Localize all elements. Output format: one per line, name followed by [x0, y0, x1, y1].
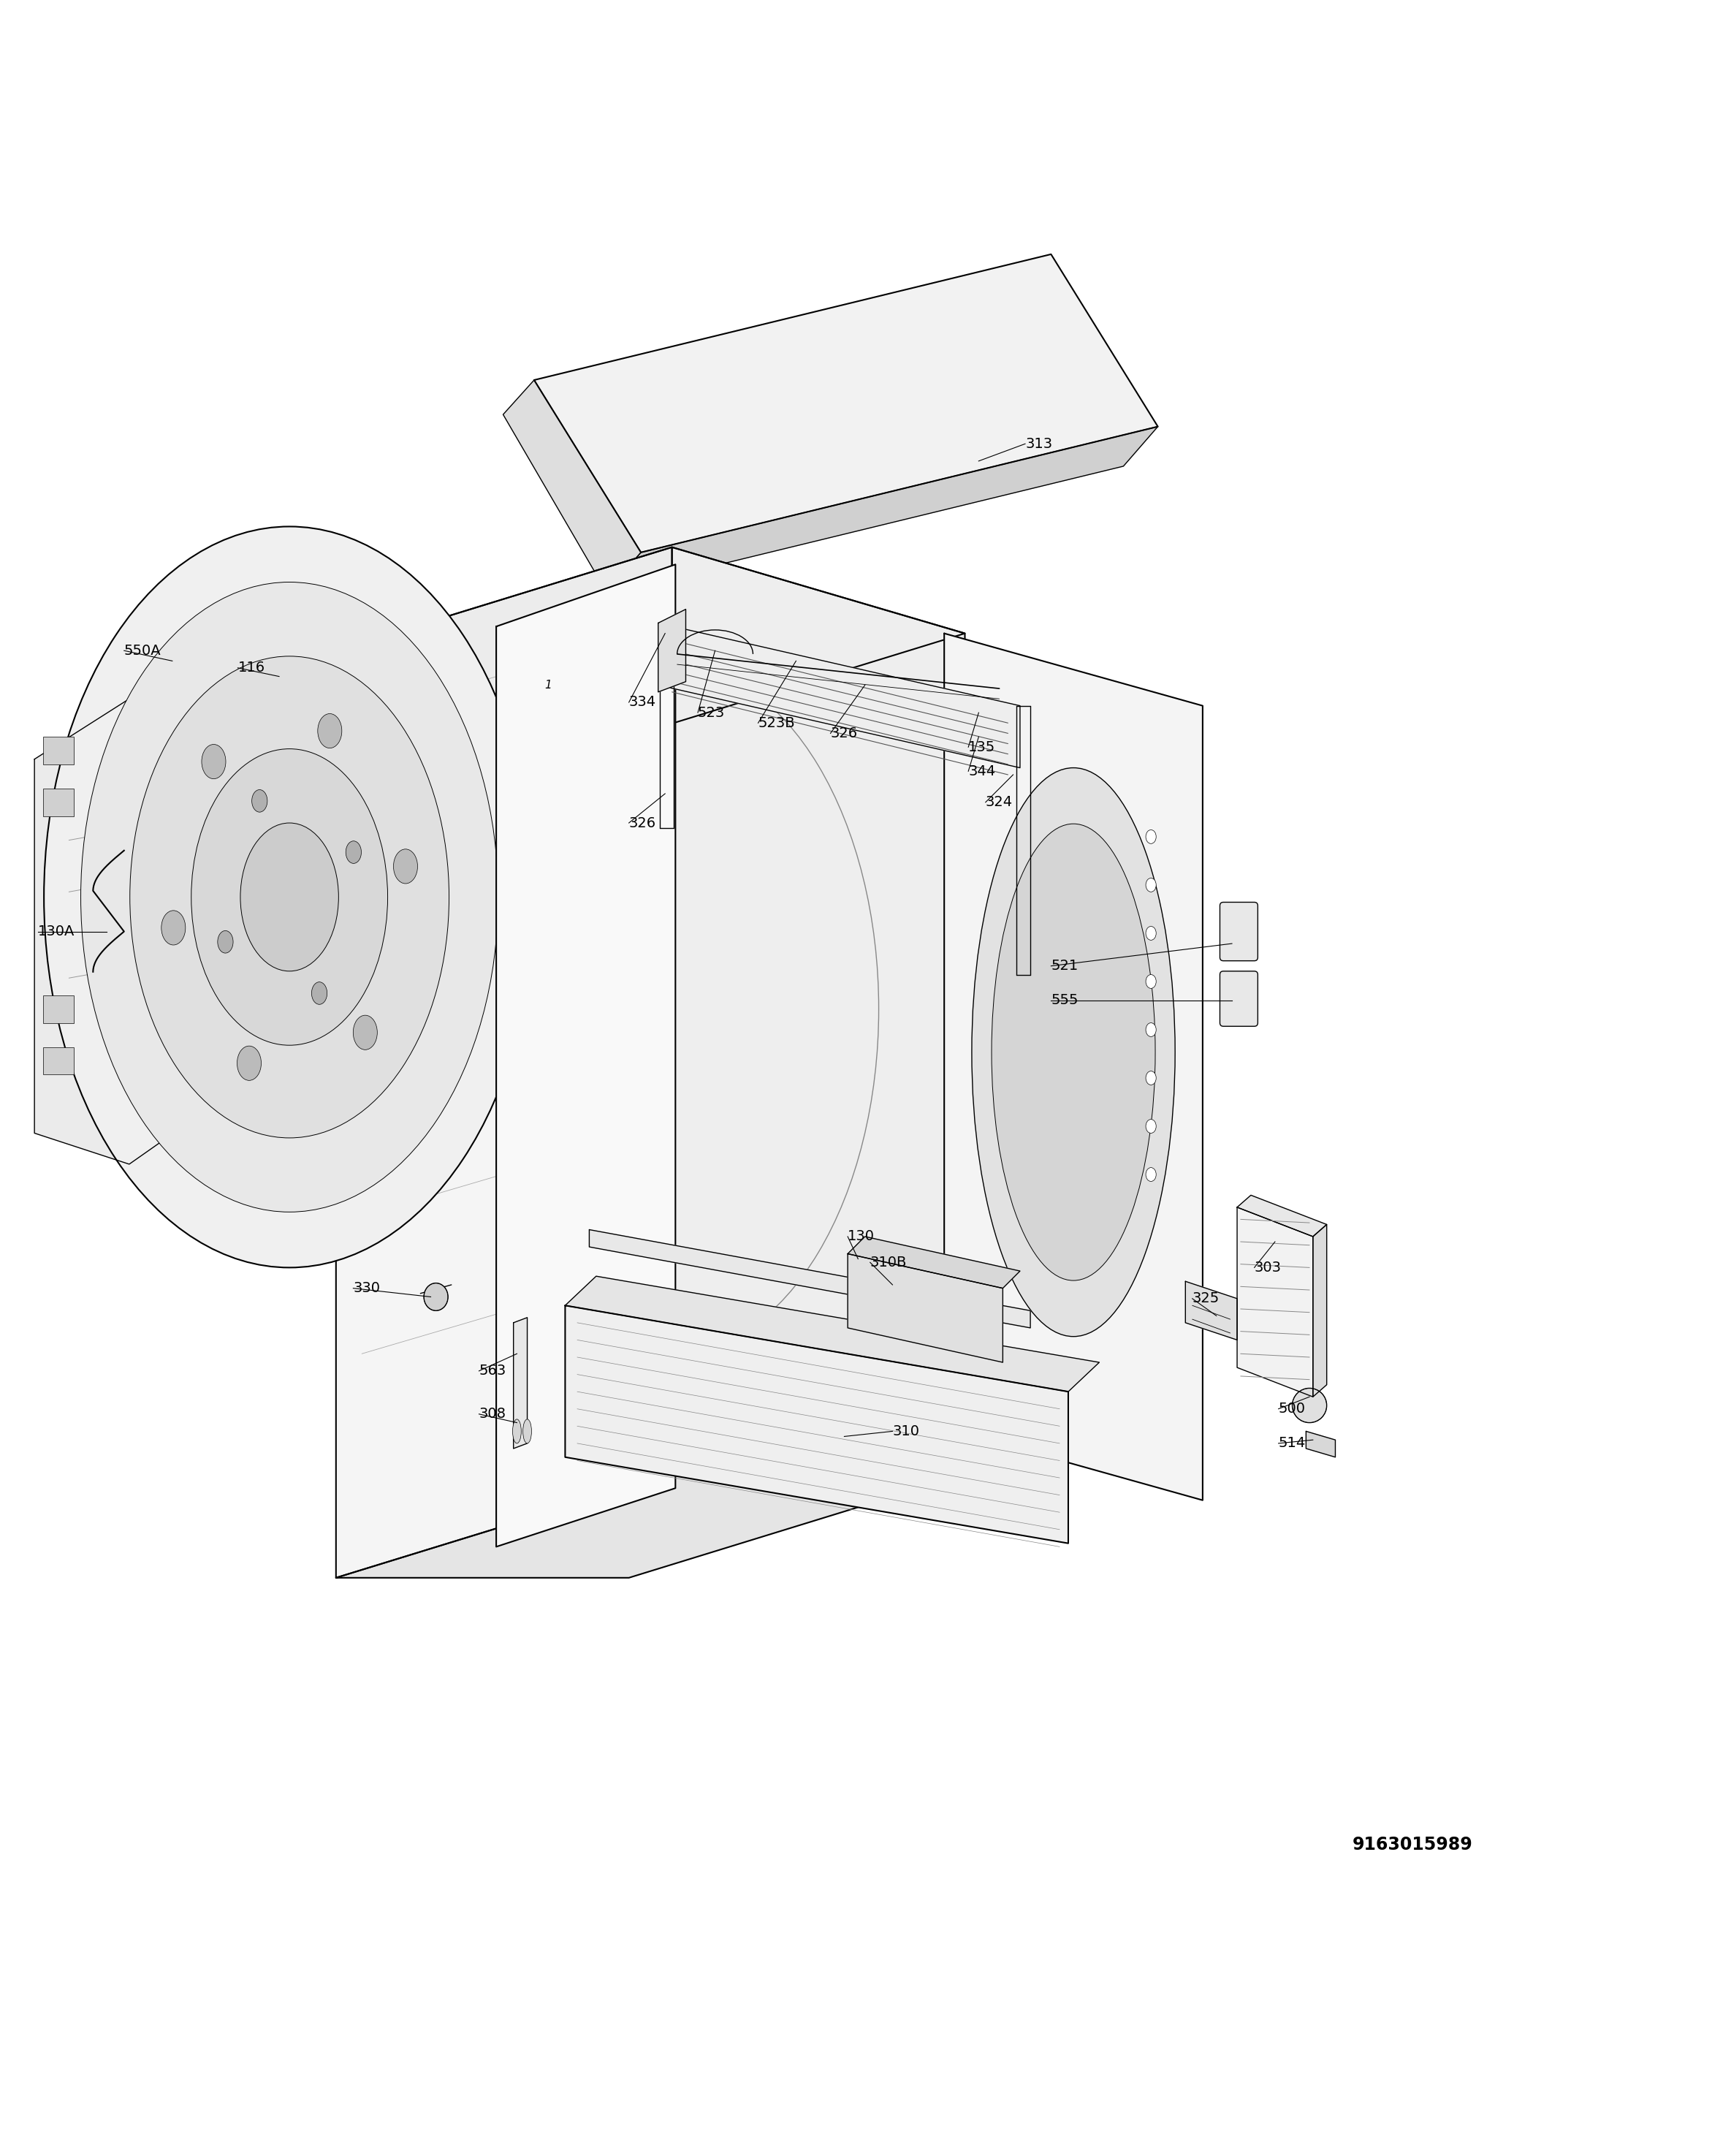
Ellipse shape	[346, 841, 362, 862]
Text: 326: 326	[830, 727, 858, 740]
Ellipse shape	[991, 824, 1154, 1281]
Text: 130: 130	[848, 1229, 875, 1244]
Text: 555: 555	[1051, 994, 1079, 1007]
Text: 523B: 523B	[758, 716, 794, 731]
Polygon shape	[565, 1307, 1068, 1544]
Polygon shape	[672, 548, 965, 1475]
Ellipse shape	[239, 824, 338, 970]
Ellipse shape	[522, 1419, 531, 1442]
Text: 325: 325	[1192, 1291, 1220, 1307]
Text: 1: 1	[544, 679, 551, 690]
Polygon shape	[1306, 1432, 1335, 1457]
FancyBboxPatch shape	[1220, 901, 1258, 962]
Polygon shape	[565, 1276, 1099, 1391]
Ellipse shape	[424, 1283, 448, 1311]
Text: 308: 308	[479, 1408, 507, 1421]
Bar	[43, 737, 74, 765]
Polygon shape	[34, 699, 227, 1164]
Ellipse shape	[1146, 1072, 1156, 1084]
Ellipse shape	[1146, 830, 1156, 843]
Polygon shape	[606, 427, 1158, 593]
Ellipse shape	[81, 582, 498, 1212]
Text: 310: 310	[893, 1425, 920, 1438]
Text: 135: 135	[968, 740, 996, 755]
Polygon shape	[496, 565, 675, 1546]
Ellipse shape	[252, 789, 267, 813]
Polygon shape	[589, 1229, 1030, 1328]
Ellipse shape	[353, 1015, 377, 1050]
Text: 310B: 310B	[870, 1255, 906, 1270]
Polygon shape	[336, 548, 965, 737]
Bar	[43, 996, 74, 1022]
Ellipse shape	[1292, 1388, 1327, 1423]
Text: 324: 324	[986, 796, 1013, 808]
Text: 116: 116	[238, 662, 265, 675]
Ellipse shape	[217, 931, 233, 953]
Text: 344: 344	[968, 765, 996, 778]
Text: 130A: 130A	[38, 925, 74, 938]
Ellipse shape	[202, 744, 226, 778]
Bar	[43, 789, 74, 817]
Ellipse shape	[512, 1419, 520, 1442]
Text: 500: 500	[1278, 1401, 1306, 1416]
Ellipse shape	[1146, 927, 1156, 940]
Ellipse shape	[191, 748, 388, 1046]
Ellipse shape	[972, 768, 1175, 1337]
Ellipse shape	[393, 849, 417, 884]
Ellipse shape	[162, 910, 186, 944]
Ellipse shape	[238, 1046, 262, 1080]
Text: 514: 514	[1278, 1436, 1306, 1451]
Text: 313: 313	[1025, 438, 1053, 451]
Text: 326: 326	[629, 815, 656, 830]
Text: 523: 523	[698, 705, 725, 720]
Polygon shape	[1313, 1225, 1327, 1397]
Ellipse shape	[1146, 975, 1156, 987]
Text: 521: 521	[1051, 959, 1079, 972]
Ellipse shape	[1146, 1169, 1156, 1181]
Polygon shape	[336, 548, 672, 1578]
Polygon shape	[503, 379, 641, 593]
Polygon shape	[1237, 1194, 1327, 1238]
Polygon shape	[1237, 1207, 1313, 1397]
Polygon shape	[658, 610, 686, 692]
Ellipse shape	[317, 714, 341, 748]
Text: 303: 303	[1254, 1261, 1282, 1274]
Polygon shape	[534, 254, 1158, 552]
Ellipse shape	[45, 526, 534, 1268]
Polygon shape	[848, 1238, 1020, 1289]
Text: 330: 330	[353, 1281, 381, 1296]
FancyBboxPatch shape	[1220, 970, 1258, 1026]
Text: 9163015989: 9163015989	[1353, 1837, 1473, 1854]
Bar	[43, 1048, 74, 1074]
Text: 563: 563	[479, 1365, 507, 1378]
Ellipse shape	[129, 655, 450, 1138]
Ellipse shape	[1146, 1119, 1156, 1134]
Text: 550A: 550A	[124, 645, 160, 658]
Ellipse shape	[312, 981, 327, 1005]
Text: 334: 334	[629, 696, 656, 709]
Polygon shape	[336, 1475, 965, 1578]
Polygon shape	[848, 1255, 1003, 1363]
Polygon shape	[658, 623, 1020, 768]
Polygon shape	[1185, 1281, 1237, 1339]
Polygon shape	[513, 1317, 527, 1449]
Ellipse shape	[1146, 1022, 1156, 1037]
Ellipse shape	[1146, 877, 1156, 893]
Polygon shape	[944, 634, 1203, 1501]
